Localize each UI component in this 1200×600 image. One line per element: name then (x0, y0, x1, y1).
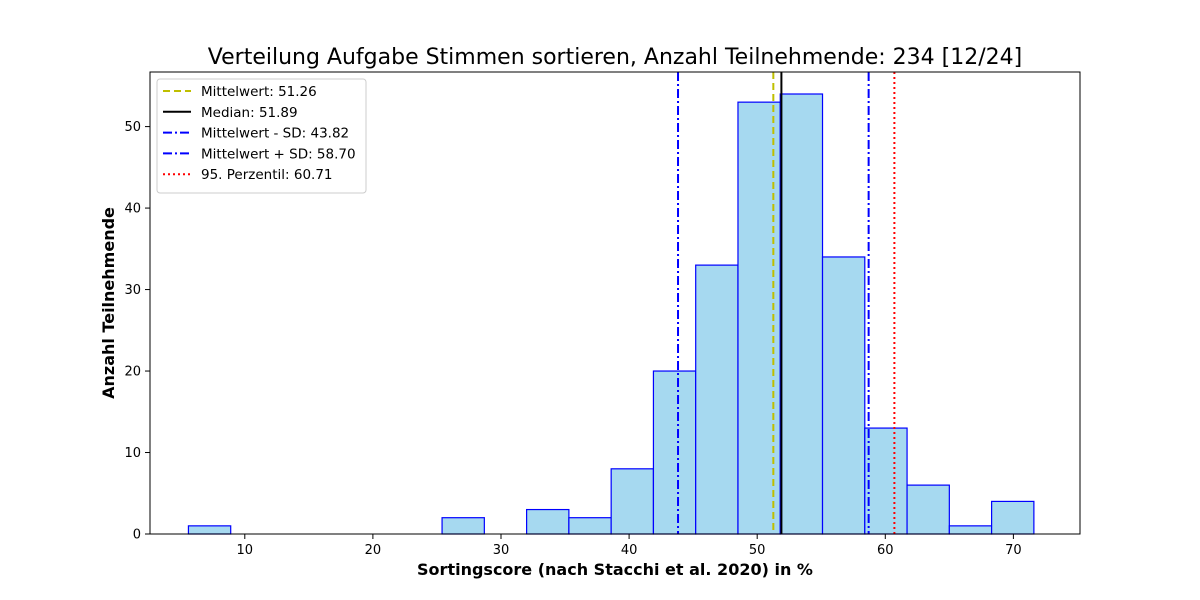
y-axis-ticks: 0 10 20 30 40 50 (124, 120, 150, 543)
histogram-bar (906, 484, 950, 535)
x-tick-label: 30 (493, 543, 510, 558)
legend-label: Median: 51.89 (201, 105, 298, 121)
legend-label: Mittelwert + SD: 58.70 (201, 146, 356, 162)
legend: Mittelwert: 51.26 Median: 51.89 Mittelwert… (156, 78, 367, 194)
histogram-bar (779, 93, 824, 535)
histogram-bar (695, 264, 739, 535)
histogram-bar (821, 256, 866, 535)
y-axis-title: Anzahl Teilnehmende (99, 207, 118, 399)
histogram-bar (864, 427, 908, 535)
legend-label: Mittelwert - SD: 43.82 (201, 126, 349, 142)
x-tick-label: 20 (365, 543, 382, 558)
histogram-bar (187, 525, 232, 535)
x-axis-title: Sortingscore (nach Stacchi et al. 2020) … (417, 560, 813, 579)
histogram-bar (652, 370, 697, 535)
legend-box (156, 78, 367, 194)
y-tick-label: 50 (124, 120, 141, 135)
histogram-bar (526, 508, 570, 535)
y-tick-label: 30 (124, 283, 141, 298)
histogram-bars (187, 93, 1035, 535)
y-tick-label: 10 (124, 446, 141, 461)
histogram-bar (441, 517, 485, 535)
y-tick-label: 40 (124, 202, 141, 217)
histogram-bar (991, 500, 1035, 535)
histogram-bar (610, 468, 655, 535)
x-tick-label: 10 (237, 543, 254, 558)
legend-label: 95. Perzentil: 60.71 (201, 167, 333, 183)
y-tick-label: 0 (133, 528, 141, 543)
x-tick-label: 40 (621, 543, 638, 558)
legend-label: Mittelwert: 51.26 (201, 84, 317, 100)
histogram-bar (568, 517, 612, 535)
x-axis-ticks: 10 20 30 40 50 60 70 (237, 534, 1022, 558)
x-tick-label: 70 (1005, 543, 1022, 558)
y-tick-label: 20 (124, 365, 141, 380)
plot-frame (149, 71, 1081, 535)
x-tick-label: 50 (749, 543, 766, 558)
x-tick-label: 60 (877, 543, 894, 558)
reference-lines (677, 72, 896, 534)
histogram-bar (948, 525, 993, 535)
chart-title: Verteilung Aufgabe Stimmen sortieren, An… (208, 45, 1022, 70)
